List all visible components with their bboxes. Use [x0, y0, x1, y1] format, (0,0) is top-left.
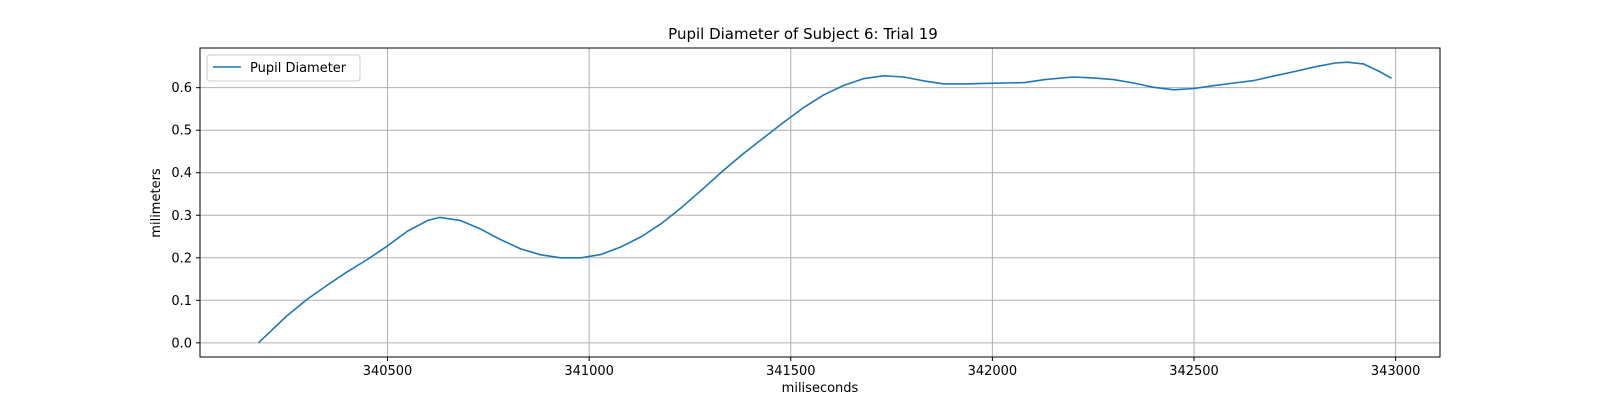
- x-tick-label: 342500: [1169, 364, 1219, 379]
- x-tick-label: 343000: [1371, 364, 1421, 379]
- x-tick-label: 341000: [564, 364, 614, 379]
- x-tick-label: 342000: [968, 364, 1018, 379]
- series-line-0: [257, 61, 1392, 344]
- x-axis-label: miliseconds: [782, 381, 859, 396]
- chart-title: Pupil Diameter of Subject 6: Trial 19: [668, 25, 938, 43]
- y-axis-label: milimeters: [149, 168, 164, 238]
- y-tick-label: 0.5: [171, 124, 192, 139]
- y-tick-label: 0.2: [171, 251, 192, 266]
- x-tick-label: 340500: [363, 364, 413, 379]
- y-tick-label: 0.4: [171, 166, 192, 181]
- y-tick-label: 0.3: [171, 209, 192, 224]
- y-tick-label: 0.6: [171, 81, 192, 96]
- y-tick-label: 0.1: [171, 294, 192, 309]
- x-tick-label: 341500: [766, 364, 816, 379]
- x-axis-ticks: 340500 341000 341500 342000 342500 343000: [363, 357, 1421, 379]
- legend-label: Pupil Diameter: [250, 61, 347, 76]
- plot-frame: [199, 47, 1441, 358]
- y-axis-ticks: 0.0 0.1 0.2 0.3 0.4 0.5 0.6: [171, 81, 200, 351]
- legend: Pupil Diameter: [206, 54, 361, 82]
- grid-lines: [200, 48, 1440, 357]
- legend-box: [206, 54, 361, 82]
- series-lines: [257, 61, 1392, 344]
- y-tick-label: 0.0: [171, 336, 192, 351]
